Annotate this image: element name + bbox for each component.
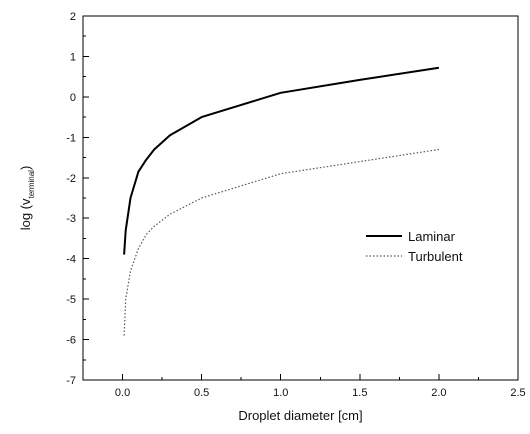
x-tick-label: 0.0	[115, 387, 130, 399]
x-axis-title: Droplet diameter [cm]	[238, 408, 362, 423]
y-tick-label: -5	[66, 294, 76, 306]
y-axis-title: log (vterminal)	[18, 166, 36, 231]
x-tick-label: 2.0	[431, 387, 446, 399]
y-tick-label: -6	[66, 335, 76, 347]
y-tick-label: -3	[66, 213, 76, 225]
y-tick-label: 1	[70, 51, 76, 63]
x-tick-label: 0.5	[194, 387, 209, 399]
series-line-turbulent	[123, 148, 439, 336]
y-tick-label: -7	[66, 375, 76, 387]
y-axis-title-prefix: log (v	[18, 198, 33, 230]
series-layer	[123, 66, 440, 336]
legend-label-turbulent: Turbulent	[408, 249, 463, 264]
y-tick-label: -4	[66, 254, 76, 266]
legend-label-laminar: Laminar	[408, 229, 456, 244]
plot-area	[82, 15, 519, 381]
plot-frame	[82, 15, 519, 381]
y-axis-title-suffix: )	[18, 166, 33, 170]
x-axis-ticks: 0.0 0.5 1.0 1.5 2.0 2.5	[82, 374, 526, 399]
y-tick-label: -2	[66, 173, 76, 185]
y-tick-label: 0	[70, 92, 76, 104]
x-tick-label: 2.5	[510, 387, 525, 399]
x-tick-label: 1.0	[273, 387, 288, 399]
x-tick-label: 1.5	[352, 387, 367, 399]
y-tick-label: -1	[66, 132, 76, 144]
series-line-laminar	[123, 66, 440, 255]
y-axis-ticks: -7 -6 -5 -4 -3 -2 -1 0 1 2	[66, 11, 89, 387]
y-tick-label: 2	[70, 11, 76, 23]
legend: Laminar Turbulent	[366, 229, 463, 264]
y-axis-title-subscript: terminal	[27, 170, 36, 199]
